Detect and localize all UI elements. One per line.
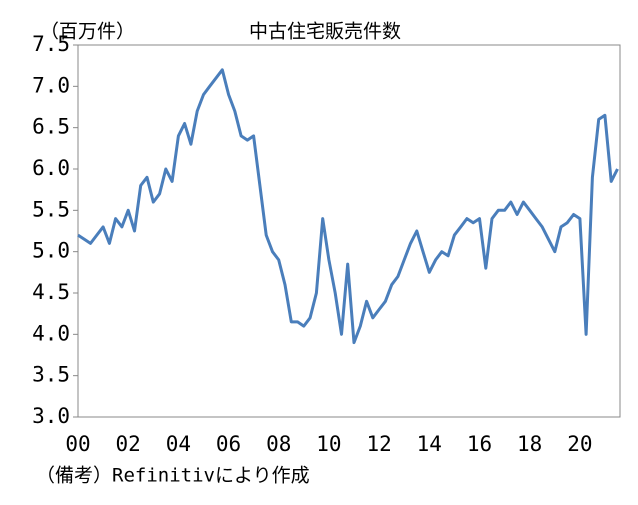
x-tick-label: 04 — [166, 432, 191, 456]
y-tick-label: 6.0 — [32, 156, 70, 180]
x-tick-label: 02 — [116, 432, 141, 456]
y-tick-label: 7.0 — [32, 73, 70, 97]
x-tick-label: 12 — [366, 432, 391, 456]
y-tick-label: 3.5 — [32, 363, 70, 387]
y-tick-label: 4.5 — [32, 280, 70, 304]
note: （備考）Refinitivにより作成 — [36, 465, 310, 487]
plot-frame — [77, 44, 621, 418]
y-tick-label: 7.5 — [32, 32, 70, 56]
y-tick-label: 5.5 — [32, 197, 70, 221]
x-tick-label: 08 — [266, 432, 291, 456]
x-tick-label: 10 — [316, 432, 341, 456]
chart-title: 中古住宅販売件数 — [249, 21, 401, 43]
y-tick-label: 6.5 — [32, 115, 70, 139]
x-tick-label: 14 — [417, 432, 442, 456]
x-tick-label: 16 — [467, 432, 492, 456]
y-unit: （百万件） — [40, 21, 135, 43]
x-tick-label: 06 — [216, 432, 241, 456]
y-tick-label: 4.0 — [32, 321, 70, 345]
x-tick-label: 00 — [65, 432, 90, 456]
x-tick-label: 18 — [517, 432, 542, 456]
x-tick-label: 20 — [567, 432, 592, 456]
line-series — [77, 68, 619, 345]
y-tick-label: 5.0 — [32, 239, 70, 263]
y-tick-label: 3.0 — [32, 404, 70, 428]
